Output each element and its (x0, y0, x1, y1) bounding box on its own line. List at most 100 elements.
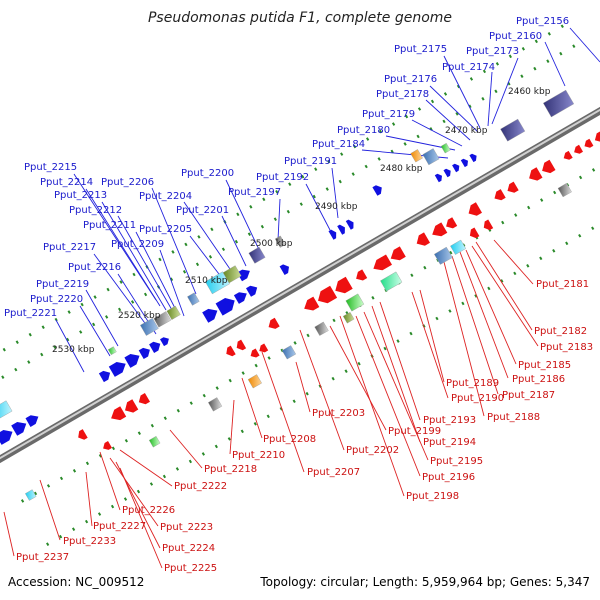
gene-feature-block[interactable] (187, 292, 200, 306)
gene-label-forward[interactable]: Pput_2191 (284, 156, 337, 167)
gene-label-forward[interactable]: Pput_2205 (139, 224, 192, 235)
gene-feature-block[interactable] (148, 435, 161, 448)
forward-gene-arrow[interactable] (237, 269, 250, 282)
gene-label-reverse[interactable]: Pput_2193 (423, 415, 476, 426)
gene-label-forward[interactable]: Pput_2201 (176, 205, 229, 216)
forward-gene-arrow[interactable] (0, 430, 13, 445)
gene-feature-block[interactable] (153, 311, 172, 328)
reverse-gene-arrow[interactable] (111, 406, 127, 421)
reverse-gene-arrow[interactable] (494, 189, 506, 201)
forward-gene-arrow[interactable] (469, 153, 477, 163)
reverse-gene-arrow[interactable] (416, 232, 430, 246)
gene-feature-block[interactable] (422, 148, 440, 166)
forward-gene-arrow[interactable] (337, 224, 345, 235)
reverse-gene-arrow[interactable] (432, 222, 448, 237)
gene-label-forward[interactable]: Pput_2204 (139, 191, 192, 202)
reverse-gene-arrow[interactable] (574, 144, 583, 154)
gene-feature-block[interactable] (140, 317, 159, 336)
gene-feature-block[interactable] (248, 246, 266, 264)
reverse-gene-arrow[interactable] (584, 138, 594, 148)
gene-feature-block[interactable] (208, 397, 223, 412)
gene-label-reverse[interactable]: Pput_2222 (174, 481, 227, 492)
gene-feature-block[interactable] (222, 265, 242, 284)
forward-gene-arrow[interactable] (345, 219, 354, 230)
gene-label-forward[interactable]: Pput_2221 (4, 308, 57, 319)
gene-label-forward[interactable]: Pput_2214 (40, 177, 93, 188)
reverse-gene-arrow[interactable] (236, 339, 247, 351)
reverse-gene-arrow[interactable] (507, 181, 519, 193)
gene-feature-block[interactable] (166, 305, 181, 320)
gene-feature-block[interactable] (0, 400, 13, 420)
reverse-gene-arrow[interactable] (78, 429, 88, 440)
forward-gene-arrow[interactable] (434, 173, 442, 183)
reverse-gene-arrow[interactable] (259, 343, 269, 353)
forward-gene-arrow[interactable] (372, 185, 382, 196)
gene-feature-block[interactable] (107, 346, 117, 356)
reverse-gene-arrow[interactable] (390, 246, 406, 261)
gene-label-reverse[interactable]: Pput_2227 (93, 521, 146, 532)
gene-feature-block[interactable] (345, 293, 365, 312)
gene-label-reverse[interactable]: Pput_2194 (423, 437, 476, 448)
reverse-gene-arrow[interactable] (318, 285, 338, 304)
gene-label-reverse[interactable]: Pput_2225 (164, 563, 217, 574)
gene-feature-block[interactable] (557, 182, 572, 198)
gene-feature-block[interactable] (410, 149, 423, 163)
gene-label-forward[interactable]: Pput_2215 (24, 162, 77, 173)
reverse-gene-arrow[interactable] (103, 441, 112, 450)
forward-gene-arrow[interactable] (138, 347, 150, 359)
reverse-gene-arrow[interactable] (138, 393, 150, 405)
gene-label-forward[interactable]: Pput_2197 (228, 187, 281, 198)
gene-label-forward[interactable]: Pput_2160 (489, 31, 542, 42)
reverse-gene-arrow[interactable] (446, 217, 458, 229)
gene-label-forward[interactable]: Pput_2192 (256, 172, 309, 183)
reverse-gene-arrow[interactable] (468, 202, 482, 216)
gene-label-forward[interactable]: Pput_2179 (362, 109, 415, 120)
reverse-gene-arrow[interactable] (226, 345, 236, 357)
gene-label-forward[interactable]: Pput_2174 (442, 62, 495, 73)
gene-label-forward[interactable]: Pput_2219 (36, 279, 89, 290)
gene-feature-block[interactable] (440, 142, 451, 154)
gene-label-forward[interactable]: Pput_2184 (312, 139, 365, 150)
forward-gene-arrow[interactable] (215, 298, 235, 316)
gene-label-reverse[interactable]: Pput_2199 (388, 426, 441, 437)
forward-gene-arrow[interactable] (246, 285, 258, 297)
gene-label-reverse[interactable]: Pput_2190 (451, 393, 504, 404)
forward-gene-arrow[interactable] (25, 415, 39, 427)
forward-gene-arrow[interactable] (452, 163, 460, 173)
gene-label-reverse[interactable]: Pput_2224 (162, 543, 215, 554)
gene-label-forward[interactable]: Pput_2200 (181, 168, 234, 179)
forward-gene-arrow[interactable] (202, 308, 218, 323)
gene-label-reverse[interactable]: Pput_2226 (122, 505, 175, 516)
gene-label-reverse[interactable]: Pput_2198 (406, 491, 459, 502)
gene-label-reverse[interactable]: Pput_2183 (540, 342, 593, 353)
gene-label-reverse[interactable]: Pput_2195 (430, 456, 483, 467)
forward-gene-arrow[interactable] (124, 354, 140, 368)
reverse-gene-arrow[interactable] (483, 219, 494, 231)
gene-feature-block[interactable] (25, 489, 37, 501)
gene-label-reverse[interactable]: Pput_2233 (63, 536, 116, 547)
gene-label-reverse[interactable]: Pput_2186 (512, 374, 565, 385)
forward-gene-arrow[interactable] (460, 158, 468, 168)
gene-label-forward[interactable]: Pput_2217 (43, 242, 96, 253)
reverse-gene-arrow[interactable] (268, 317, 280, 329)
gene-label-forward[interactable]: Pput_2220 (30, 294, 83, 305)
reverse-gene-arrow[interactable] (563, 150, 573, 160)
gene-feature-block[interactable] (543, 89, 575, 118)
reverse-gene-arrow[interactable] (335, 276, 353, 294)
gene-label-reverse[interactable]: Pput_2210 (232, 450, 285, 461)
gene-label-forward[interactable]: Pput_2176 (384, 74, 437, 85)
gene-label-forward[interactable]: Pput_2212 (69, 205, 122, 216)
reverse-gene-arrow[interactable] (125, 399, 139, 413)
gene-feature-block[interactable] (247, 374, 262, 389)
reverse-gene-arrow[interactable] (542, 159, 556, 174)
gene-label-forward[interactable]: Pput_2178 (376, 89, 429, 100)
gene-feature-block[interactable] (274, 235, 286, 248)
gene-label-reverse[interactable]: Pput_2203 (312, 408, 365, 419)
gene-feature-block[interactable] (342, 311, 355, 324)
forward-gene-arrow[interactable] (160, 337, 169, 347)
gene-label-forward[interactable]: Pput_2175 (394, 44, 447, 55)
reverse-gene-arrow[interactable] (469, 227, 480, 239)
forward-gene-arrow[interactable] (98, 370, 111, 383)
gene-label-reverse[interactable]: Pput_2223 (160, 522, 213, 533)
gene-label-forward[interactable]: Pput_2209 (111, 239, 164, 250)
